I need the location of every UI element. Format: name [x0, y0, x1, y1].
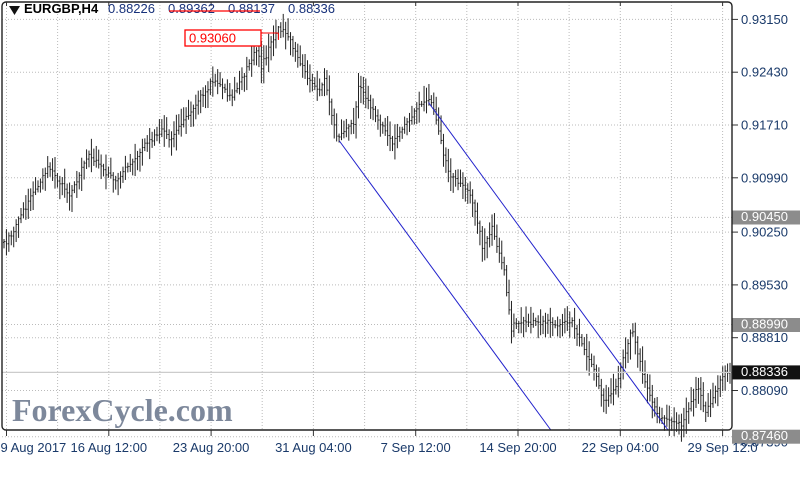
- svg-text:0.90250: 0.90250: [741, 225, 788, 240]
- svg-text:0.88990: 0.88990: [741, 317, 788, 332]
- svg-text:EURGBP,H4: EURGBP,H4: [24, 1, 99, 16]
- svg-text:0.93060: 0.93060: [189, 31, 236, 46]
- svg-text:0.88810: 0.88810: [741, 330, 788, 345]
- svg-text:0.88336: 0.88336: [741, 364, 788, 379]
- svg-text:7 Sep 12:00: 7 Sep 12:00: [381, 440, 451, 455]
- svg-text:22 Sep 04:00: 22 Sep 04:00: [582, 440, 659, 455]
- svg-text:0.88226: 0.88226: [108, 1, 155, 16]
- svg-text:23 Aug 20:00: 23 Aug 20:00: [173, 440, 250, 455]
- svg-text:16 Aug 12:00: 16 Aug 12:00: [70, 440, 147, 455]
- svg-text:31 Aug 04:00: 31 Aug 04:00: [275, 440, 352, 455]
- svg-text:14 Sep 20:00: 14 Sep 20:00: [479, 440, 556, 455]
- svg-text:0.91710: 0.91710: [741, 118, 788, 133]
- svg-text:0.92430: 0.92430: [741, 65, 788, 80]
- svg-text:ForexCycle.com: ForexCycle.com: [12, 392, 233, 428]
- svg-text:0.93150: 0.93150: [741, 12, 788, 27]
- svg-text:0.88090: 0.88090: [741, 383, 788, 398]
- svg-text:0.89530: 0.89530: [741, 277, 788, 292]
- svg-text:0.89362: 0.89362: [168, 1, 215, 16]
- svg-text:0.90450: 0.90450: [741, 209, 788, 224]
- svg-text:0.88336: 0.88336: [288, 1, 335, 16]
- svg-text:9 Aug 2017: 9 Aug 2017: [1, 440, 67, 455]
- svg-text:0.90990: 0.90990: [741, 170, 788, 185]
- svg-text:29 Sep 12:0: 29 Sep 12:0: [688, 440, 758, 455]
- svg-text:0.88137: 0.88137: [228, 1, 275, 16]
